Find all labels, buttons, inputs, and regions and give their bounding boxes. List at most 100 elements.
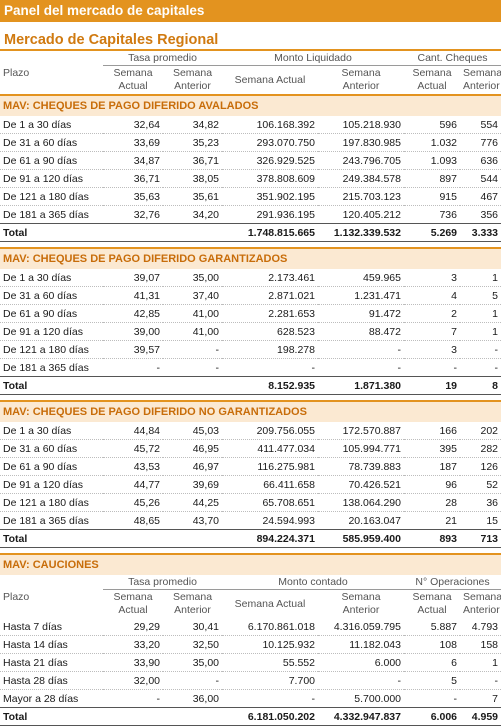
total-row: Total 1.748.815.665 1.132.339.532 5.269 3.33… xyxy=(0,223,501,242)
value-cell: 596 xyxy=(404,116,460,134)
semana-anterior-header: Semana Anterior xyxy=(463,67,501,92)
value-cell: 41,31 xyxy=(103,286,163,305)
value-cell: 52 xyxy=(460,475,501,494)
total-value-cell xyxy=(163,707,222,726)
value-cell: 2.173.461 xyxy=(222,269,318,287)
value-cell: 39,07 xyxy=(103,269,163,287)
plazo-cell: De 31 a 60 días xyxy=(0,286,103,305)
table-row: De 91 a 120 días 39,00 41,00 628.523 88.472 7… xyxy=(0,322,501,341)
value-cell: 44,77 xyxy=(103,475,163,494)
plazo-cell: De 61 a 90 días xyxy=(0,457,103,476)
value-cell: 44,84 xyxy=(103,422,163,440)
value-cell: 1.032 xyxy=(404,133,460,152)
value-cell: 5.700.000 xyxy=(318,689,404,708)
value-cell: 34,20 xyxy=(163,205,222,224)
plazo-cell: Hasta 28 días xyxy=(0,671,103,690)
total-value-cell: 1.748.815.665 xyxy=(222,223,318,242)
value-cell: 126 xyxy=(460,457,501,476)
value-cell: 2 xyxy=(404,304,460,323)
total-value-cell: 6.006 xyxy=(404,707,460,726)
value-cell: 6.000 xyxy=(318,653,404,672)
value-cell: 467 xyxy=(460,187,501,206)
total-value-cell: 585.959.400 xyxy=(318,529,404,548)
value-cell: 78.739.883 xyxy=(318,457,404,476)
total-row: Total 8.152.935 1.871.380 19 8 xyxy=(0,376,501,395)
total-value-cell xyxy=(163,529,222,548)
value-cell: - xyxy=(222,358,318,377)
value-cell: 45,26 xyxy=(103,493,163,512)
value-cell: 4 xyxy=(404,286,460,305)
value-cell: 4.793 xyxy=(460,618,501,636)
value-cell: 45,03 xyxy=(163,422,222,440)
value-cell: - xyxy=(163,671,222,690)
value-cell: 35,00 xyxy=(163,653,222,672)
total-value-cell xyxy=(163,223,222,242)
table-row: De 1 a 30 días 44,84 45,03 209.756.055 172.5… xyxy=(0,422,501,440)
value-cell: 459.965 xyxy=(318,269,404,287)
value-cell: - xyxy=(222,689,318,708)
column-group-tasa: Tasa promedio xyxy=(103,575,222,590)
value-cell: 7 xyxy=(460,689,501,708)
plazo-cell: De 121 a 180 días xyxy=(0,493,103,512)
plazo-cell: Hasta 14 días xyxy=(0,635,103,654)
semana-anterior-header: Semana Anterior xyxy=(172,591,213,616)
total-label: Total xyxy=(0,376,103,395)
semana-actual-header: Semana Actual xyxy=(412,591,452,616)
value-cell: 282 xyxy=(460,439,501,458)
section-subtitle: Mercado de Capitales Regional xyxy=(0,32,501,51)
total-label: Total xyxy=(0,529,103,548)
semana-anterior-header: Semana Anterior xyxy=(341,591,381,616)
section-title: MAV: CHEQUES DE PAGO DIFERIDO GARANTIZAD… xyxy=(0,247,501,269)
section-header-row: MAV: CHEQUES DE PAGO DIFERIDO GARANTIZAD… xyxy=(0,247,501,269)
section-header-row: MAV: CAUCIONES xyxy=(0,553,501,575)
value-cell: 187 xyxy=(404,457,460,476)
value-cell: 24.594.993 xyxy=(222,511,318,530)
plazo-cell: De 61 a 90 días xyxy=(0,304,103,323)
value-cell: 5.887 xyxy=(404,618,460,636)
value-cell: - xyxy=(460,671,501,690)
value-cell: 96 xyxy=(404,475,460,494)
value-cell: 21 xyxy=(404,511,460,530)
total-label: Total xyxy=(0,707,103,726)
value-cell: 1.093 xyxy=(404,151,460,170)
total-value-cell: 1.132.339.532 xyxy=(318,223,404,242)
total-value-cell xyxy=(103,223,163,242)
value-cell: 37,40 xyxy=(163,286,222,305)
value-cell: 32,64 xyxy=(103,116,163,134)
header-row-groups: Plazo Tasa promedio Monto Liquidado Cant. C… xyxy=(0,51,501,79)
value-cell: 46,95 xyxy=(163,439,222,458)
semana-actual-header: Semana Actual xyxy=(234,597,306,610)
value-cell: 736 xyxy=(404,205,460,224)
value-cell: 3 xyxy=(404,340,460,359)
header-row-weeks: Semana Actual Semana Anterior Semana Actua… xyxy=(0,66,501,96)
value-cell: 46,97 xyxy=(163,457,222,476)
value-cell: 243.796.705 xyxy=(318,151,404,170)
table-row: De 61 a 90 días 42,85 41,00 2.281.653 91.472… xyxy=(0,304,501,323)
value-cell: 1 xyxy=(460,322,501,341)
plazo-cell: De 1 a 30 días xyxy=(0,116,103,134)
plazo-cell: De 61 a 90 días xyxy=(0,151,103,170)
value-cell: 39,69 xyxy=(163,475,222,494)
semana-anterior-header: Semana Anterior xyxy=(172,67,213,92)
table-row: Hasta 28 días 32,00-7.700-5- xyxy=(0,671,501,690)
value-cell: 293.070.750 xyxy=(222,133,318,152)
plazo-cell: De 31 a 60 días xyxy=(0,439,103,458)
value-cell: 1 xyxy=(460,269,501,287)
value-cell: - xyxy=(460,358,501,377)
column-header-plazo: Plazo xyxy=(3,66,30,79)
value-cell: 35,63 xyxy=(103,187,163,206)
value-cell: - xyxy=(103,358,163,377)
plazo-cell: De 181 a 365 días xyxy=(0,358,103,377)
value-cell: 41,00 xyxy=(163,322,222,341)
table-row: De 61 a 90 días 43,53 46,97 116.275.981 78.7… xyxy=(0,457,501,476)
value-cell: 36 xyxy=(460,493,501,512)
total-value-cell: 4.332.947.837 xyxy=(318,707,404,726)
column-group-monto: Monto contado xyxy=(222,575,404,590)
value-cell: 20.163.047 xyxy=(318,511,404,530)
value-cell: 10.125.932 xyxy=(222,635,318,654)
value-cell: 34,87 xyxy=(103,151,163,170)
value-cell: 1.231.471 xyxy=(318,286,404,305)
value-cell: 120.405.212 xyxy=(318,205,404,224)
table-row: Hasta 7 días 29,29 30,41 6.170.861.018 4.316… xyxy=(0,618,501,636)
value-cell: - xyxy=(460,340,501,359)
